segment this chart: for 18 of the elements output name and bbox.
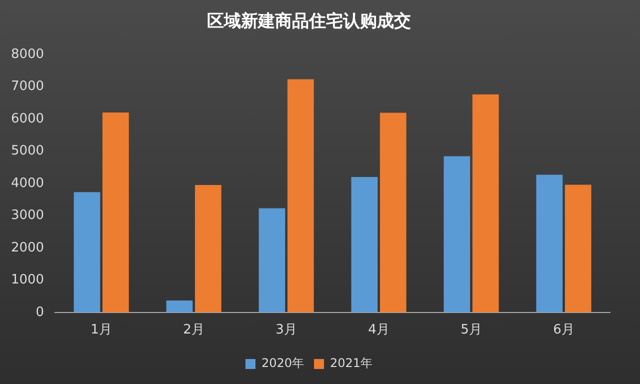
y-tick-label: 6000	[10, 111, 44, 126]
y-tick-label: 7000	[10, 79, 44, 94]
x-tick-label: 2月	[183, 322, 204, 338]
legend-label: 2021年	[330, 356, 373, 370]
y-tick-label: 2000	[10, 240, 44, 256]
legend-label: 2020年	[261, 356, 304, 370]
x-tick-label: 1月	[90, 322, 112, 338]
y-tick-label: 0	[36, 304, 44, 320]
y-tick-label: 8000	[10, 46, 44, 62]
y-tick-label: 1000	[10, 272, 44, 288]
chart-title: 区域新建商品住宅认购成交	[207, 12, 411, 32]
y-tick-label: 3000	[10, 208, 44, 224]
x-tick-label: 6月	[553, 322, 574, 338]
x-tick-label: 4月	[368, 322, 390, 338]
y-tick-label: 4000	[10, 176, 44, 191]
x-tick-label: 5月	[460, 322, 482, 338]
x-tick-label: 3月	[276, 322, 297, 338]
y-tick-label: 5000	[10, 144, 44, 159]
